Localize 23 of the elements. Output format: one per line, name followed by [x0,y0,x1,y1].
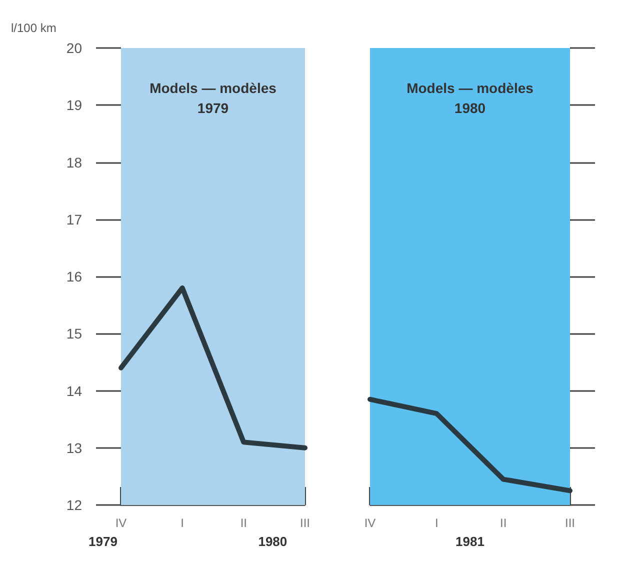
y-tick-label: 18 [66,154,82,170]
x-tick-label: I [180,516,184,530]
y-tick-label: 19 [66,97,82,114]
y-tick-label: 14 [66,382,82,399]
y-tick-label: 15 [66,326,82,342]
text: 1981 [456,534,484,549]
y-tick-label: 13 [66,440,82,456]
band-label: Models — modèles 1980 [406,80,534,116]
text: 1980 [258,534,288,549]
band-label: Models — modèles 1979 [150,80,277,116]
x-tick-label: IV [115,516,127,530]
y-axis-title: l/100 km [11,21,56,35]
y-tick-label: 16 [66,268,82,284]
y-tick-label: 20 [66,40,82,56]
x-tick-label: III [300,516,310,530]
y-tick-label: 17 [66,211,82,228]
x-tick-label: II [240,516,248,530]
x-tick-label: III [564,516,576,530]
y-tick-label: 12 [66,497,82,513]
x-tick-label: II [500,516,507,530]
x-tick-label: I [434,516,438,530]
text: 1979 [88,534,118,549]
x-tick-label: IV [364,516,376,530]
